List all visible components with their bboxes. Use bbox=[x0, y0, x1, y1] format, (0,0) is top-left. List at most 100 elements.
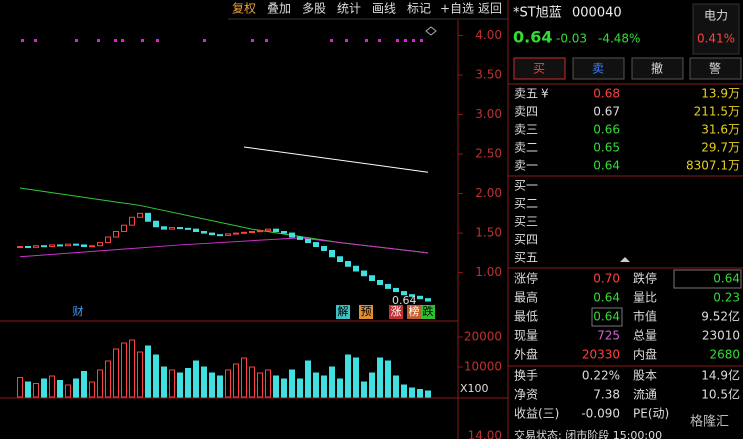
stat-label: 涨停 bbox=[514, 271, 538, 286]
volume-bar bbox=[89, 381, 95, 398]
candle bbox=[81, 244, 87, 248]
candle bbox=[289, 232, 295, 238]
candle bbox=[193, 228, 199, 233]
last-price-label: 0.64 bbox=[392, 294, 417, 307]
stat-label: 内盘 bbox=[633, 347, 657, 362]
candle bbox=[321, 246, 327, 251]
candle bbox=[353, 265, 359, 272]
toolbar-button[interactable]: 统计 bbox=[337, 2, 361, 16]
stat-label: 市值 bbox=[633, 309, 657, 324]
collapse-arrow[interactable] bbox=[620, 257, 630, 262]
ask-label: 卖二 bbox=[514, 141, 538, 155]
toolbar-button[interactable]: 标记 bbox=[407, 2, 431, 16]
trade-button-frame[interactable] bbox=[689, 57, 742, 80]
stat-label: 总量 bbox=[633, 329, 657, 343]
y-tick-label: 4.00 bbox=[475, 28, 502, 42]
volume-bar bbox=[25, 381, 31, 398]
ask-volume: 211.5万 bbox=[694, 105, 740, 119]
volume-bar bbox=[177, 372, 183, 398]
candle bbox=[401, 291, 407, 296]
ask-label: 卖一 bbox=[514, 159, 538, 173]
volume-bar bbox=[217, 375, 223, 398]
trade-button-frame[interactable] bbox=[513, 57, 566, 80]
bid-label: 买四 bbox=[514, 233, 538, 247]
volume-bar bbox=[361, 381, 367, 398]
volume-bar bbox=[281, 378, 287, 398]
volume-bar bbox=[113, 348, 119, 398]
stat-value: 0.64 bbox=[593, 291, 620, 305]
candle bbox=[89, 245, 95, 248]
signal-dots bbox=[21, 39, 423, 42]
candle bbox=[169, 227, 175, 230]
annotation: 解 bbox=[338, 304, 349, 318]
price: 0.64 bbox=[513, 28, 552, 47]
toolbar-button[interactable]: 叠加 bbox=[267, 2, 291, 16]
trade-button[interactable]: 买 bbox=[533, 62, 545, 76]
candle bbox=[201, 231, 207, 234]
candle bbox=[297, 236, 303, 240]
volume-bar bbox=[297, 378, 303, 398]
candle bbox=[417, 295, 423, 300]
stat-value: 0.22% bbox=[582, 369, 620, 383]
volume-bar bbox=[393, 375, 399, 398]
stat-value: 0.64 bbox=[593, 310, 620, 324]
ask-volume: 8307.1万 bbox=[686, 159, 740, 173]
stat-value: 9.52亿 bbox=[701, 309, 740, 324]
candle bbox=[385, 283, 391, 289]
candle bbox=[73, 243, 79, 246]
volume-bar bbox=[97, 369, 103, 398]
candle bbox=[41, 245, 47, 248]
candle bbox=[121, 224, 127, 233]
volume-bar bbox=[201, 366, 207, 398]
toolbar-button[interactable]: +自选 bbox=[440, 2, 474, 16]
toolbar-button[interactable]: 返回 bbox=[478, 2, 502, 16]
stat-label: 量比 bbox=[633, 291, 657, 305]
volume-bar bbox=[345, 354, 351, 398]
volume-bar bbox=[265, 369, 271, 398]
volume-bar bbox=[233, 363, 239, 398]
volume-bar bbox=[105, 360, 111, 398]
stat-label: 换手 bbox=[514, 369, 538, 383]
y-tick-label: 10000 bbox=[464, 360, 502, 374]
candle bbox=[361, 270, 367, 277]
candle bbox=[161, 226, 167, 230]
trade-button-frame[interactable] bbox=[631, 57, 684, 80]
volume-bar bbox=[385, 360, 391, 398]
ask-price: 0.66 bbox=[593, 123, 620, 137]
stat-value: 725 bbox=[597, 329, 620, 343]
stat-label: 最高 bbox=[514, 290, 538, 305]
toolbar-button[interactable]: 画线 bbox=[372, 2, 396, 16]
change: -0.03 bbox=[556, 32, 587, 46]
volume-bar bbox=[17, 377, 23, 398]
candle bbox=[153, 220, 159, 228]
trade-button[interactable]: 撤 bbox=[651, 61, 663, 76]
y-tick-label: 2.50 bbox=[475, 147, 502, 161]
diamond-icon bbox=[425, 26, 437, 36]
volume-bar bbox=[49, 375, 55, 398]
toolbar-button[interactable]: 复权 bbox=[232, 2, 256, 16]
trade-button[interactable]: 卖 bbox=[592, 62, 604, 76]
annotation-bg bbox=[421, 305, 435, 319]
stat-value: 10.5亿 bbox=[701, 387, 740, 402]
ask-price: 0.67 bbox=[593, 105, 620, 119]
ma-line bbox=[19, 237, 429, 258]
candle bbox=[313, 242, 319, 248]
currency-icon: ¥ bbox=[541, 87, 549, 101]
candle bbox=[257, 230, 263, 233]
trade-button-frame[interactable] bbox=[572, 57, 625, 80]
y-tick-label: 14.00 bbox=[468, 429, 502, 439]
bid-label: 买二 bbox=[514, 197, 538, 211]
trade-button[interactable]: 警 bbox=[709, 61, 721, 76]
trade-status: 交易状态: 闭市阶段 15:00:00 bbox=[514, 428, 662, 439]
volume-bar bbox=[33, 383, 39, 398]
volume-bar bbox=[153, 354, 159, 398]
candle bbox=[57, 244, 63, 247]
ask-price: 0.64 bbox=[593, 159, 620, 173]
candle bbox=[305, 238, 311, 244]
toolbar-button[interactable]: 多股 bbox=[302, 2, 326, 16]
annotation: 跌 bbox=[423, 304, 434, 318]
volume-bar bbox=[305, 360, 311, 398]
volume-bar bbox=[409, 387, 415, 398]
y-tick-label: 1.00 bbox=[475, 265, 502, 279]
ask-label: 卖四 bbox=[514, 105, 538, 119]
